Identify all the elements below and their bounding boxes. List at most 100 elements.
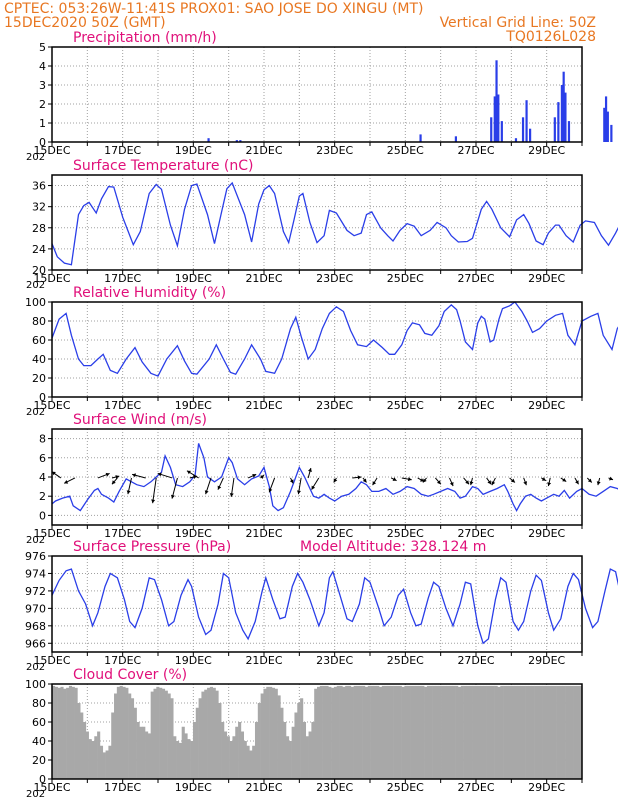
- x-tick-label-cloud: 23DEC: [316, 781, 353, 794]
- cloud-bar: [348, 686, 351, 779]
- cloud-bar: [272, 688, 275, 779]
- x-tick-label-temperature: 23DEC: [316, 272, 353, 285]
- y-tick-label-pressure: 970: [25, 602, 46, 615]
- cloud-bar: [430, 686, 433, 779]
- cloud-bar: [365, 687, 368, 779]
- precip-bar: [490, 117, 492, 142]
- x-tick-label-humidity: 27DEC: [457, 399, 494, 412]
- cloud-bar: [387, 686, 390, 779]
- panel-frame-humidity: [52, 302, 582, 397]
- x-tick-label-humidity: 25DEC: [387, 399, 424, 412]
- y-tick-label-cloud: 100: [25, 678, 46, 691]
- x-tick-label-pressure: 29DEC: [528, 654, 565, 667]
- cloud-bar: [481, 686, 484, 779]
- cloud-bar: [232, 736, 235, 779]
- x-tick-label-cloud: 29DEC: [528, 781, 565, 794]
- y-tick-label-temperature: 24: [32, 243, 46, 256]
- x-tick-label-humidity: 17DEC: [104, 399, 141, 412]
- x-tick-label-pressure: 21DEC: [245, 654, 282, 667]
- panel-humidity: 02040608010015DEC 17DEC 19DEC 21DEC 23DEC 25D…: [25, 285, 618, 418]
- precip-bar: [419, 134, 421, 142]
- cloud-bar: [576, 686, 579, 779]
- panel-title-temperature: Surface Temperature (nC): [73, 158, 254, 174]
- cloud-bar: [464, 686, 467, 779]
- panel-annotation-pressure: Model Altitude: 328.124 m: [300, 539, 486, 555]
- x-tick-label-cloud: 19DEC: [175, 781, 212, 794]
- precip-bar: [522, 117, 524, 142]
- cloud-bar: [503, 686, 506, 779]
- cloud-bar: [371, 686, 374, 779]
- cloud-bar: [410, 686, 413, 779]
- cloud-bar: [153, 689, 156, 779]
- cloud-bar: [435, 686, 438, 779]
- panel-cloud: 02040608010015DEC 17DEC 19DEC 21DEC 23DEC 25D…: [25, 667, 582, 800]
- cloud-bar: [421, 686, 424, 779]
- cloud-bar: [368, 686, 371, 779]
- cloud-bar: [221, 722, 224, 779]
- x-tick-label-wind: 29DEC: [528, 527, 565, 540]
- cloud-bar: [483, 686, 486, 779]
- x-tick-label-precipitation: 17DEC: [104, 144, 141, 157]
- cloud-bar: [252, 746, 255, 779]
- cloud-bar: [168, 694, 171, 780]
- x-year-label-cloud: 202: [26, 789, 45, 800]
- y-tick-label-cloud: 20: [32, 754, 46, 767]
- cloud-bar: [269, 687, 272, 779]
- cloud-bar: [506, 686, 509, 779]
- cloud-bar: [303, 722, 306, 779]
- cloud-bar: [379, 687, 382, 779]
- cloud-bar: [280, 708, 283, 779]
- cloud-bar: [66, 688, 69, 779]
- cloud-bar: [416, 686, 419, 779]
- cloud-bar: [565, 686, 568, 779]
- cloud-bar: [286, 736, 289, 779]
- cloud-bar: [182, 727, 185, 779]
- x-tick-label-pressure: 23DEC: [316, 654, 353, 667]
- cloud-bar: [218, 703, 221, 779]
- y-tick-label-humidity: 40: [32, 353, 46, 366]
- precip-bar: [455, 136, 457, 142]
- cloud-bar: [450, 686, 453, 779]
- panel-frame-pressure: [52, 556, 582, 652]
- x-tick-label-temperature: 21DEC: [245, 272, 282, 285]
- cloud-bar: [125, 688, 128, 779]
- cloud-bar: [359, 686, 362, 779]
- x-year-label-wind: 202: [26, 535, 45, 546]
- cloud-bar: [497, 687, 500, 779]
- x-tick-label-precipitation: 27DEC: [457, 144, 494, 157]
- cloud-bar: [91, 741, 94, 779]
- x-tick-label-precipitation: 19DEC: [175, 144, 212, 157]
- x-tick-label-wind: 21DEC: [245, 527, 282, 540]
- x-tick-label-cloud: 27DEC: [457, 781, 494, 794]
- y-tick-label-precipitation: 5: [39, 41, 46, 54]
- wind-arrowhead: [171, 495, 175, 499]
- cloud-bar: [201, 692, 204, 779]
- precip-bar: [564, 93, 566, 142]
- cloud-bar: [207, 688, 210, 779]
- x-tick-label-humidity: 19DEC: [175, 399, 212, 412]
- cloud-bar: [190, 741, 193, 779]
- cloud-bar: [469, 686, 472, 779]
- cloud-bar: [340, 686, 343, 779]
- cloud-bar: [376, 686, 379, 779]
- cloud-bar: [258, 703, 261, 779]
- cloud-bar: [489, 686, 492, 779]
- x-tick-label-pressure: 19DEC: [175, 654, 212, 667]
- cloud-bar: [289, 741, 292, 779]
- cloud-bar: [58, 688, 61, 779]
- cloud-bar: [562, 686, 565, 779]
- cloud-bar: [500, 686, 503, 779]
- precip-bar: [525, 100, 527, 142]
- panel-wind: 0246815DEC 17DEC 19DEC 21DEC 23DEC 25DEC 27DEC…: [26, 412, 618, 546]
- cloud-bar: [407, 686, 410, 779]
- cloud-bar: [139, 727, 142, 779]
- cloud-bar: [263, 689, 266, 779]
- cloud-bar: [106, 751, 109, 780]
- cloud-bar: [72, 687, 75, 779]
- x-tick-label-temperature: 29DEC: [528, 272, 565, 285]
- wind-arrowhead: [127, 490, 131, 494]
- y-tick-label-precipitation: 1: [39, 117, 46, 130]
- y-tick-label-wind: 0: [39, 509, 46, 522]
- cloud-bar: [328, 687, 331, 779]
- y-tick-label-humidity: 100: [25, 296, 46, 309]
